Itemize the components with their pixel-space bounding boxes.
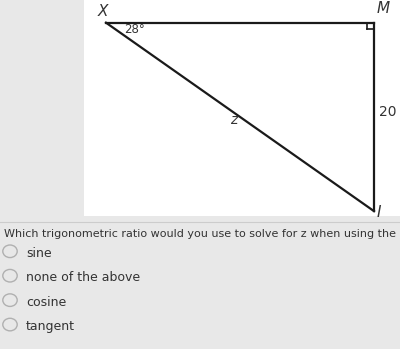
Text: none of the above: none of the above (26, 272, 140, 284)
FancyBboxPatch shape (84, 0, 400, 216)
Text: I: I (377, 205, 381, 220)
Text: Which trigonometric ratio would you use to solve for z when using the 28 degree : Which trigonometric ratio would you use … (4, 229, 400, 239)
Text: cosine: cosine (26, 296, 66, 309)
Text: sine: sine (26, 247, 52, 260)
Text: z: z (230, 113, 237, 127)
Text: tangent: tangent (26, 320, 75, 333)
Text: X: X (97, 4, 108, 19)
Text: 28°: 28° (124, 23, 145, 36)
Text: 20: 20 (379, 105, 397, 119)
Text: M: M (377, 1, 390, 16)
